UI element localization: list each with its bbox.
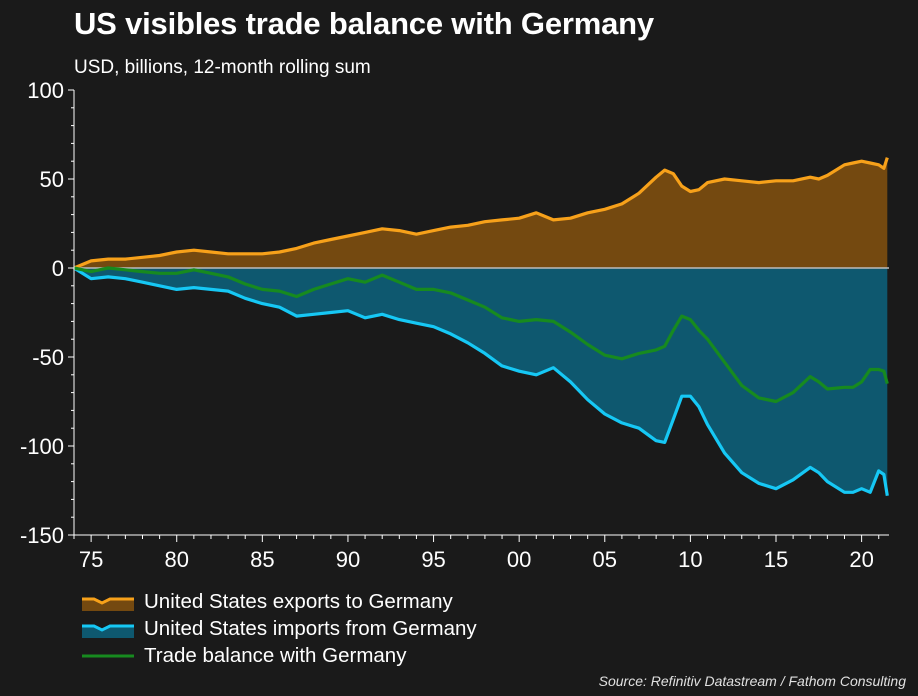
y-tick-label: 0: [52, 256, 64, 281]
y-tick-label: -150: [20, 523, 64, 548]
y-tick-label: 50: [40, 167, 64, 192]
legend-swatch-exports-fill: [82, 598, 134, 611]
legend-label-exports: United States exports to Germany: [144, 589, 453, 613]
balance-line: [73, 266, 889, 404]
exports-area: [74, 157, 888, 268]
imports-line: [73, 266, 889, 497]
x-tick-label: 05: [593, 547, 617, 572]
legend-swatch-exports-line: [82, 597, 134, 605]
x-tick-label: 15: [764, 547, 788, 572]
legend-item-balance: Trade balance with Germany: [80, 642, 477, 669]
y-tick-label: -50: [32, 345, 64, 370]
exports-line: [73, 157, 889, 270]
chart-subtitle: USD, billions, 12-month rolling sum: [74, 57, 371, 78]
x-tick-label: 10: [678, 547, 702, 572]
x-tick-label: 90: [336, 547, 360, 572]
y-tick-label: 100: [27, 78, 64, 103]
legend-swatch-exports: [82, 597, 134, 611]
legend-swatch-imports-fill: [82, 625, 134, 638]
legend-label-imports: United States imports from Germany: [144, 616, 477, 640]
x-tick-label: 85: [250, 547, 274, 572]
y-tick-label: -100: [20, 434, 64, 459]
legend-swatch-imports-line: [82, 624, 134, 632]
imports-area: [74, 268, 888, 496]
chart-title: US visibles trade balance with Germany: [74, 6, 654, 41]
chart-legend: United States exports to Germany United …: [80, 588, 477, 669]
legend-item-exports: United States exports to Germany: [80, 588, 477, 615]
legend-item-imports: United States imports from Germany: [80, 615, 477, 642]
source-note: Source: Refinitiv Datastream / Fathom Co…: [598, 673, 906, 689]
x-tick-label: 20: [849, 547, 873, 572]
x-tick-label: 95: [421, 547, 445, 572]
x-tick-label: 80: [164, 547, 188, 572]
x-tick-label: 00: [507, 547, 531, 572]
legend-swatch-balance: [82, 654, 134, 657]
x-tick-label: 75: [79, 547, 103, 572]
legend-label-balance: Trade balance with Germany: [144, 643, 407, 667]
legend-swatch-imports: [82, 624, 134, 638]
